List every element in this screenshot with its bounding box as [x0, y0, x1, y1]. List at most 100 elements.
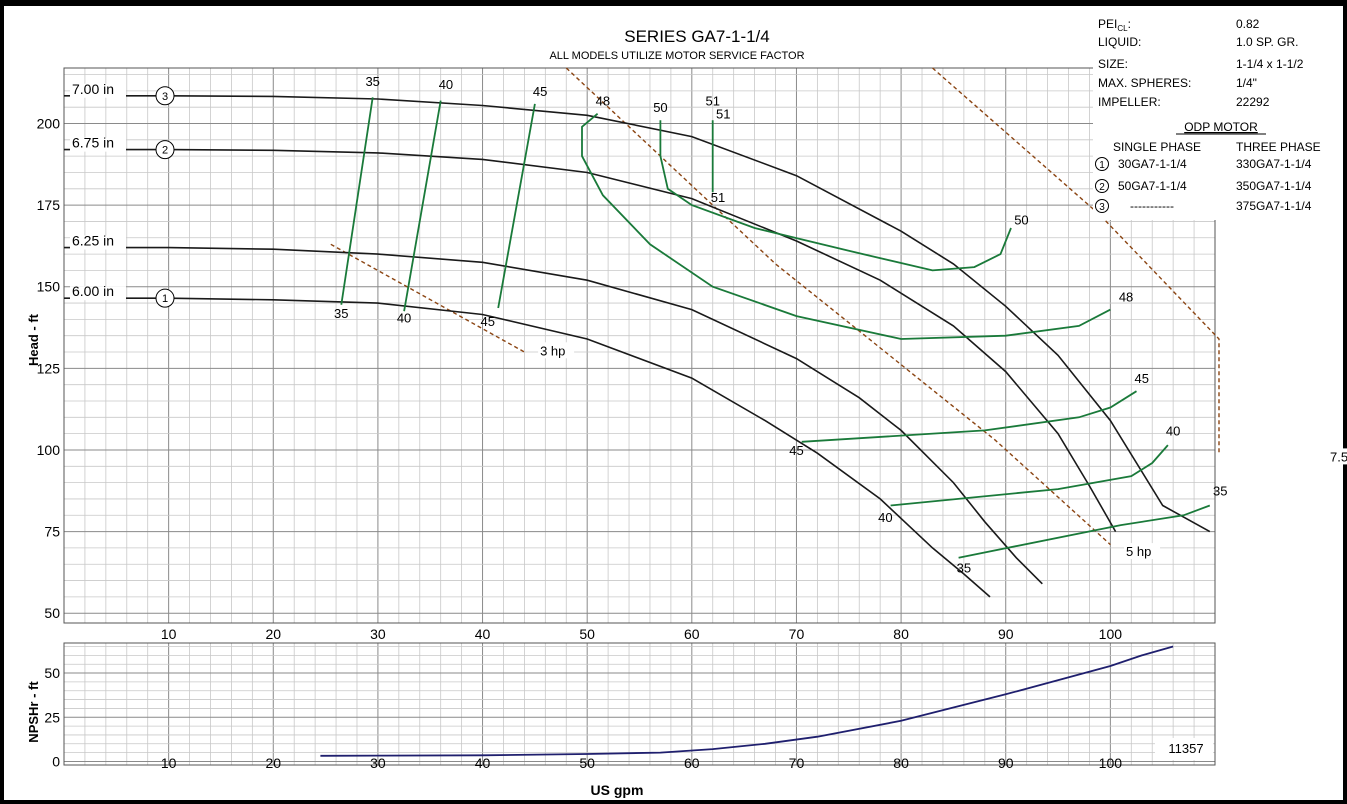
- spec-label-impeller: IMPELLER:: [1098, 95, 1161, 109]
- head-x-tick-label: 60: [684, 626, 700, 642]
- head-x-tick-label: 90: [998, 626, 1014, 642]
- efficiency-label: 35: [957, 560, 971, 575]
- motor-row-2-num: 2: [1099, 182, 1105, 193]
- npsh-grid: [63, 642, 1216, 766]
- power-line: [330, 243, 525, 353]
- power-line: [932, 67, 1220, 454]
- motor-row-1-three: 330GA7-1-1/4: [1236, 157, 1312, 171]
- efficiency-curve: [890, 444, 1169, 507]
- efficiency-curve: [497, 103, 536, 309]
- x-axis-title: US gpm: [591, 782, 644, 798]
- spec-label-liquid: LIQUID:: [1098, 35, 1141, 49]
- motor-row-1-marker: [1095, 157, 1109, 171]
- npsh-curve: [320, 645, 1174, 757]
- impeller-label-background: [70, 137, 126, 152]
- power-line: [565, 67, 1111, 546]
- impeller-label-background: [70, 235, 126, 250]
- spec-value-pei: 0.82: [1236, 17, 1260, 31]
- head-x-tick-label: 50: [579, 626, 595, 642]
- motor-row-1-single: 30GA7-1-1/4: [1118, 157, 1187, 171]
- motor-marker: [155, 140, 175, 160]
- efficiency-label: 50: [1014, 213, 1028, 228]
- spec-value-spheres: 1/4": [1236, 76, 1257, 90]
- head-axis-title: Head - ft: [26, 313, 41, 366]
- efficiency-curve: [403, 100, 442, 312]
- efficiency-curve: [659, 120, 1012, 272]
- power-label-background: [1124, 543, 1161, 560]
- npsh-x-tick-label: 80: [893, 755, 909, 771]
- npsh-x-tick-label: 90: [998, 755, 1014, 771]
- efficiency-curve: [801, 390, 1137, 443]
- impeller-label: 6.25 in: [72, 233, 114, 249]
- head-y-tick-label: 150: [37, 279, 61, 295]
- power-label: 3 hp: [540, 343, 565, 358]
- figure-number: 11357: [1168, 741, 1203, 756]
- efficiency-label: 40: [1166, 423, 1180, 438]
- efficiency-label: 51: [711, 190, 725, 205]
- npsh-y-tick-label: 0: [52, 753, 60, 769]
- npsh-x-tick-label: 40: [475, 755, 491, 771]
- head-x-tick-label: 30: [370, 626, 386, 642]
- npsh-curve-group: [320, 645, 1174, 757]
- motor-row-2-three: 350GA7-1-1/4: [1236, 179, 1312, 193]
- spec-label-spheres: MAX. SPHERES:: [1098, 76, 1191, 90]
- chart-title: SERIES GA7-1-1/4: [624, 27, 770, 46]
- head-y-tick-label: 100: [37, 442, 61, 458]
- motor-row-2-single: 50GA7-1-1/4: [1118, 179, 1187, 193]
- head-y-tick-label: 75: [44, 524, 60, 540]
- npsh-x-tick-label: 10: [161, 755, 177, 771]
- chart-subtitle: ALL MODELS UTILIZE MOTOR SERVICE FACTOR: [549, 50, 804, 62]
- head-plot-border: [63, 67, 1216, 624]
- efficiency-label: 50: [653, 100, 667, 115]
- power-label: 5 hp: [1126, 544, 1151, 559]
- head-y-tick-label: 175: [37, 197, 61, 213]
- motor-row-3-single: -----------: [1130, 199, 1174, 213]
- spec-panel: PEICL: 0.82 LIQUID: 1.0 SP. GR. SIZE: 1-…: [1095, 17, 1321, 213]
- motor-row-3-marker: [1095, 199, 1109, 213]
- efficiency-label: 35: [365, 74, 379, 89]
- spec-value-liquid: 1.0 SP. GR.: [1236, 35, 1298, 49]
- efficiency-curve: [958, 504, 1211, 559]
- efficiency-label: 45: [533, 84, 547, 99]
- spec-label-size: SIZE:: [1098, 57, 1128, 71]
- head-y-tick-label: 125: [37, 360, 61, 376]
- efficiency-label: 51: [716, 107, 730, 122]
- head-x-tick-label: 20: [265, 626, 281, 642]
- efficiency-label: 45: [1135, 371, 1149, 386]
- head-curve: [64, 297, 991, 598]
- title-background: [560, 24, 850, 64]
- efficiency-label: 45: [481, 314, 495, 329]
- impeller-label-background: [70, 83, 126, 98]
- npsh-axis-title: NPSHr - ft: [26, 681, 41, 743]
- power-label-background: [1328, 448, 1347, 465]
- motor-table-heading: ODP MOTOR: [1184, 120, 1258, 134]
- power-label-background: [538, 342, 575, 359]
- efficiency-label: 40: [878, 510, 892, 525]
- head-curve: [64, 246, 1043, 585]
- motor-marker: [155, 86, 175, 106]
- motor-col-three: THREE PHASE: [1236, 140, 1321, 154]
- motor-row-1-num: 1: [1099, 160, 1105, 171]
- efficiency-label: 48: [596, 94, 610, 109]
- efficiency-label: 51: [706, 94, 720, 109]
- motor-marker-number: 2: [162, 145, 168, 157]
- npsh-x-tick-label: 60: [684, 755, 700, 771]
- head-x-tick-label: 100: [1099, 626, 1123, 642]
- head-grid: [63, 67, 1216, 624]
- motor-row-2-marker: [1095, 179, 1109, 193]
- motor-marker-number: 3: [162, 91, 168, 103]
- impeller-label-background: [70, 286, 126, 301]
- efficiency-label: 40: [439, 77, 453, 92]
- efficiency-curve: [581, 113, 1111, 340]
- head-y-tick-label: 50: [44, 605, 60, 621]
- power-label: 7.5 hp: [1330, 449, 1347, 464]
- impeller-label: 6.00 in: [72, 283, 114, 299]
- npsh-x-tick-label: 30: [370, 755, 386, 771]
- npsh-x-tick-label: 50: [579, 755, 595, 771]
- head-x-tick-label: 70: [789, 626, 805, 642]
- impeller-label: 6.75 in: [72, 135, 114, 151]
- power-lines: 3 hp 5 hp 7.5 hp: [330, 67, 1347, 560]
